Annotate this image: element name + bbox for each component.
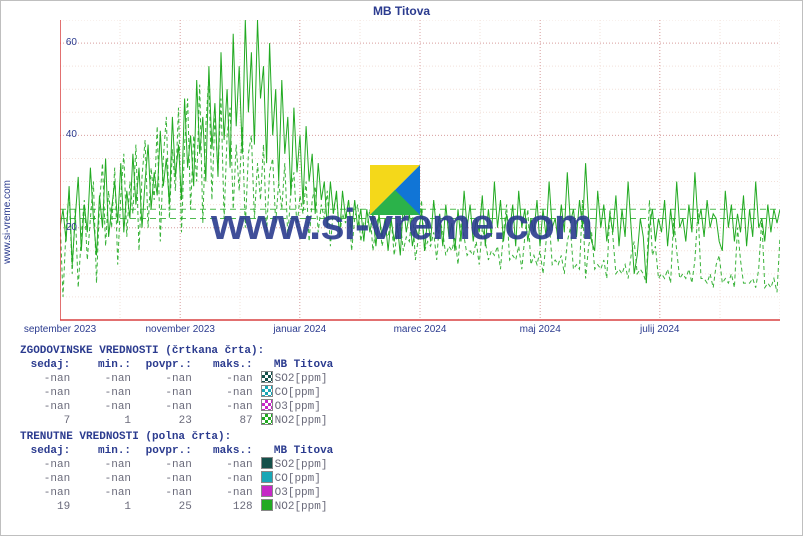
table-cell: 7 bbox=[20, 414, 74, 428]
table-cell: -nan bbox=[20, 486, 74, 500]
species-cell: NO2[ppm] bbox=[257, 414, 338, 428]
table-cell: -nan bbox=[196, 372, 257, 386]
table-cell: 128 bbox=[196, 500, 257, 514]
ytick-label: 60 bbox=[7, 37, 77, 48]
table-cell: 87 bbox=[196, 414, 257, 428]
legend-swatch bbox=[261, 457, 273, 469]
xtick-label: maj 2024 bbox=[520, 324, 561, 335]
legend-swatch bbox=[261, 371, 273, 383]
xtick-label: september 2023 bbox=[24, 324, 96, 335]
table-cell: -nan bbox=[74, 458, 135, 472]
data-tables: ZGODOVINSKE VREDNOSTI (črtkana črta): se… bbox=[20, 344, 337, 514]
xtick-label: marec 2024 bbox=[394, 324, 447, 335]
xtick-label: november 2023 bbox=[145, 324, 215, 335]
table-cell: 1 bbox=[74, 500, 135, 514]
table-cell: -nan bbox=[196, 400, 257, 414]
table-cell: -nan bbox=[135, 372, 196, 386]
table-cell: 23 bbox=[135, 414, 196, 428]
col-header: povpr.: bbox=[135, 358, 196, 372]
station-header: MB Titova bbox=[257, 358, 338, 372]
hist-table: sedaj: min.: povpr.: maks.: MB Titova -n… bbox=[20, 358, 337, 428]
ytick-label: 20 bbox=[7, 222, 77, 233]
legend-swatch bbox=[261, 399, 273, 411]
col-header: min.: bbox=[74, 444, 135, 458]
species-cell: CO[ppm] bbox=[257, 472, 338, 486]
table-cell: -nan bbox=[20, 458, 74, 472]
watermark-logo bbox=[370, 165, 420, 215]
species-cell: SO2[ppm] bbox=[257, 458, 338, 472]
legend-swatch bbox=[261, 471, 273, 483]
col-header: maks.: bbox=[196, 444, 257, 458]
table-cell: 1 bbox=[74, 414, 135, 428]
table-cell: -nan bbox=[74, 386, 135, 400]
legend-swatch bbox=[261, 385, 273, 397]
table-cell: -nan bbox=[135, 486, 196, 500]
chart-plot bbox=[60, 20, 780, 320]
hist-header: ZGODOVINSKE VREDNOSTI (črtkana črta): bbox=[20, 344, 337, 358]
legend-swatch bbox=[261, 499, 273, 511]
table-cell: -nan bbox=[74, 486, 135, 500]
ytick-label: 40 bbox=[7, 129, 77, 140]
species-cell: NO2[ppm] bbox=[257, 500, 338, 514]
table-cell: 25 bbox=[135, 500, 196, 514]
table-cell: -nan bbox=[20, 400, 74, 414]
table-cell: 19 bbox=[20, 500, 74, 514]
table-cell: -nan bbox=[20, 386, 74, 400]
species-cell: SO2[ppm] bbox=[257, 372, 338, 386]
curr-header: TRENUTNE VREDNOSTI (polna črta): bbox=[20, 430, 337, 444]
table-cell: -nan bbox=[135, 458, 196, 472]
col-header: min.: bbox=[74, 358, 135, 372]
legend-swatch bbox=[261, 485, 273, 497]
col-header: maks.: bbox=[196, 358, 257, 372]
xtick-label: julij 2024 bbox=[640, 324, 679, 335]
table-cell: -nan bbox=[196, 386, 257, 400]
table-cell: -nan bbox=[74, 472, 135, 486]
station-header: MB Titova bbox=[257, 444, 338, 458]
table-cell: -nan bbox=[135, 472, 196, 486]
table-cell: -nan bbox=[196, 458, 257, 472]
col-header: sedaj: bbox=[20, 444, 74, 458]
xtick-label: januar 2024 bbox=[273, 324, 326, 335]
species-cell: O3[ppm] bbox=[257, 400, 338, 414]
chart-title: MB Titova bbox=[0, 4, 803, 18]
curr-table: sedaj: min.: povpr.: maks.: MB Titova -n… bbox=[20, 444, 337, 514]
table-cell: -nan bbox=[196, 472, 257, 486]
table-cell: -nan bbox=[74, 372, 135, 386]
chart-svg bbox=[60, 20, 780, 330]
table-cell: -nan bbox=[20, 472, 74, 486]
table-cell: -nan bbox=[20, 372, 74, 386]
legend-swatch bbox=[261, 413, 273, 425]
table-cell: -nan bbox=[135, 400, 196, 414]
col-header: povpr.: bbox=[135, 444, 196, 458]
table-cell: -nan bbox=[196, 486, 257, 500]
species-cell: CO[ppm] bbox=[257, 386, 338, 400]
species-cell: O3[ppm] bbox=[257, 486, 338, 500]
table-cell: -nan bbox=[135, 386, 196, 400]
col-header: sedaj: bbox=[20, 358, 74, 372]
table-cell: -nan bbox=[74, 400, 135, 414]
